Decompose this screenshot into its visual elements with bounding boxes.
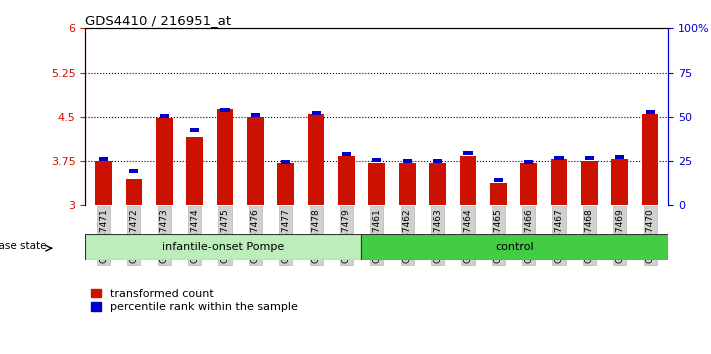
- Bar: [615, 155, 624, 159]
- Text: GDS4410 / 216951_at: GDS4410 / 216951_at: [85, 14, 232, 27]
- Bar: [308, 114, 324, 205]
- Bar: [581, 161, 598, 205]
- Bar: [281, 160, 290, 164]
- Bar: [251, 113, 260, 117]
- Bar: [311, 111, 321, 115]
- Bar: [524, 160, 533, 164]
- FancyBboxPatch shape: [361, 234, 668, 260]
- Bar: [402, 159, 412, 163]
- Bar: [611, 159, 628, 205]
- Text: disease state: disease state: [0, 241, 47, 251]
- Bar: [373, 158, 381, 162]
- Bar: [190, 128, 199, 132]
- Bar: [520, 163, 537, 205]
- Bar: [95, 161, 112, 205]
- FancyBboxPatch shape: [85, 234, 361, 260]
- Bar: [156, 118, 173, 205]
- Bar: [584, 156, 594, 160]
- Bar: [493, 178, 503, 182]
- Bar: [555, 156, 564, 160]
- Bar: [186, 137, 203, 205]
- Bar: [277, 163, 294, 205]
- Legend: transformed count, percentile rank within the sample: transformed count, percentile rank withi…: [91, 289, 298, 312]
- Bar: [247, 117, 264, 205]
- Bar: [433, 159, 442, 163]
- Bar: [490, 183, 507, 205]
- Bar: [126, 179, 142, 205]
- Bar: [646, 110, 655, 114]
- Bar: [368, 163, 385, 205]
- Text: infantile-onset Pompe: infantile-onset Pompe: [162, 242, 284, 252]
- Bar: [642, 114, 658, 205]
- Bar: [342, 152, 351, 156]
- Bar: [99, 158, 108, 161]
- Bar: [399, 163, 415, 205]
- Bar: [459, 156, 476, 205]
- Text: control: control: [496, 242, 534, 252]
- Bar: [129, 169, 139, 173]
- Bar: [217, 109, 233, 205]
- Bar: [551, 159, 567, 205]
- Bar: [464, 152, 473, 155]
- Bar: [220, 108, 230, 112]
- Bar: [429, 163, 446, 205]
- Bar: [160, 114, 169, 118]
- Bar: [338, 156, 355, 205]
